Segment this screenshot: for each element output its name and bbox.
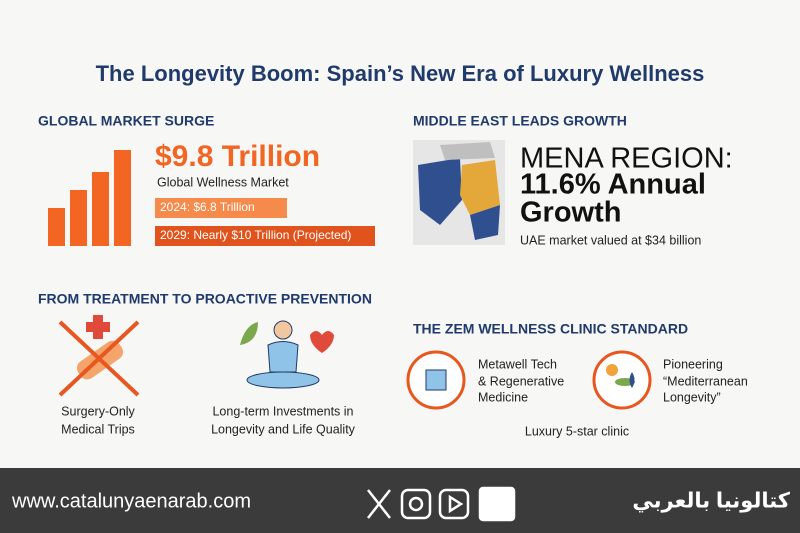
- label-box: [155, 198, 287, 218]
- clinic-text: “Mediterranean: [663, 374, 748, 388]
- surgery-icon: [58, 315, 140, 397]
- caption: Surgery-Only: [61, 404, 135, 418]
- clinic-text: Medicine: [478, 390, 528, 404]
- yoga-icon: [240, 320, 334, 389]
- url[interactable]: www.catalunyaenarab.com: [11, 490, 251, 512]
- note: UAE market valued at $34 billion: [520, 233, 701, 247]
- brand: كتالونيا بالعربي: [632, 490, 790, 513]
- mena-line: Growth: [520, 197, 622, 229]
- subtitle: Global Wellness Market: [157, 175, 289, 189]
- headline: $9.8 Trillion: [155, 140, 320, 173]
- clinic-text: Pioneering: [663, 357, 723, 371]
- section-heading: MIDDLE EAST LEADS GROWTH: [413, 113, 627, 129]
- caption: Long-term Investments in: [212, 404, 353, 418]
- clinic-text: Longevity”: [663, 390, 721, 404]
- clinic-text: Metawell Tech: [478, 357, 557, 371]
- map: [413, 140, 505, 245]
- clinic-text: & Regenerative: [478, 374, 564, 388]
- label: 2024: $6.8 Trillion: [160, 200, 255, 214]
- growth-icon: [48, 150, 131, 246]
- section-heading: GLOBAL MARKET SURGE: [38, 113, 214, 129]
- caption: Medical Trips: [61, 422, 135, 436]
- mena-line: 11.6% Annual: [520, 169, 706, 201]
- title: The Longevity Boom: Spain’s New Era of L…: [96, 61, 705, 86]
- section-heading: THE ZEM WELLNESS CLINIC STANDARD: [413, 321, 688, 337]
- label: 2029: Nearly $10 Trillion (Projected): [160, 228, 351, 242]
- note: Luxury 5-star clinic: [525, 424, 629, 438]
- tech-icon: [406, 350, 466, 410]
- footer: [0, 468, 800, 533]
- social-icons[interactable]: [367, 486, 516, 522]
- mediterranean-icon: [592, 350, 652, 410]
- section-heading: FROM TREATMENT TO PROACTIVE PREVENTION: [38, 291, 372, 307]
- caption: Longevity and Life Quality: [211, 422, 356, 436]
- mena-line: MENA REGION:: [520, 143, 733, 175]
- label-box: [155, 226, 375, 246]
